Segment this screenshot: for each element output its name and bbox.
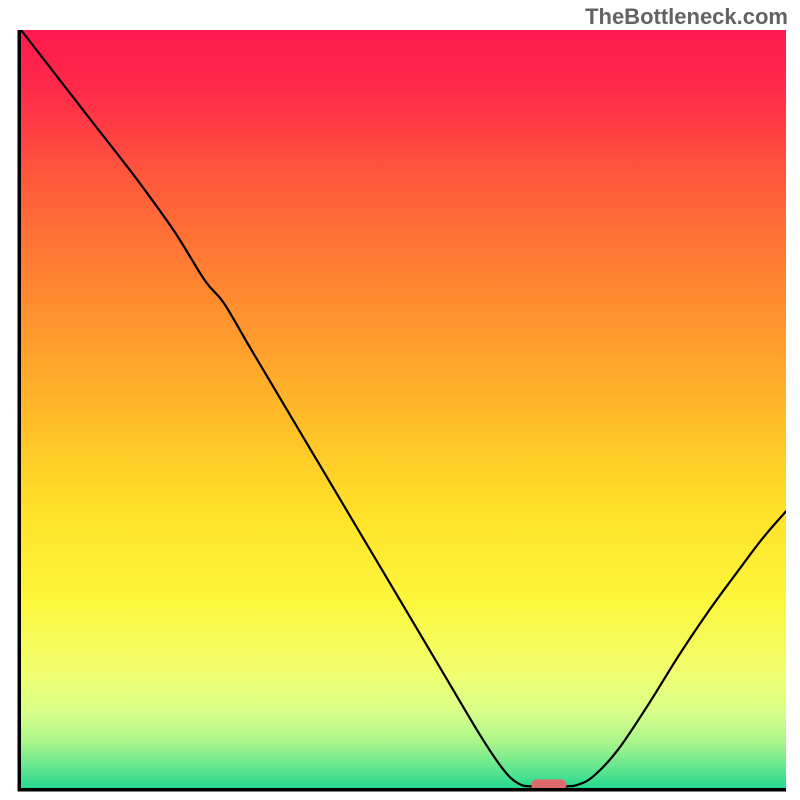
chart-container: TheBottleneck.com [0, 0, 800, 800]
watermark-text: TheBottleneck.com [585, 4, 788, 30]
bottleneck-curve [21, 30, 786, 787]
curve-svg [21, 30, 786, 788]
minimum-marker [531, 779, 566, 790]
plot-area [21, 30, 786, 788]
